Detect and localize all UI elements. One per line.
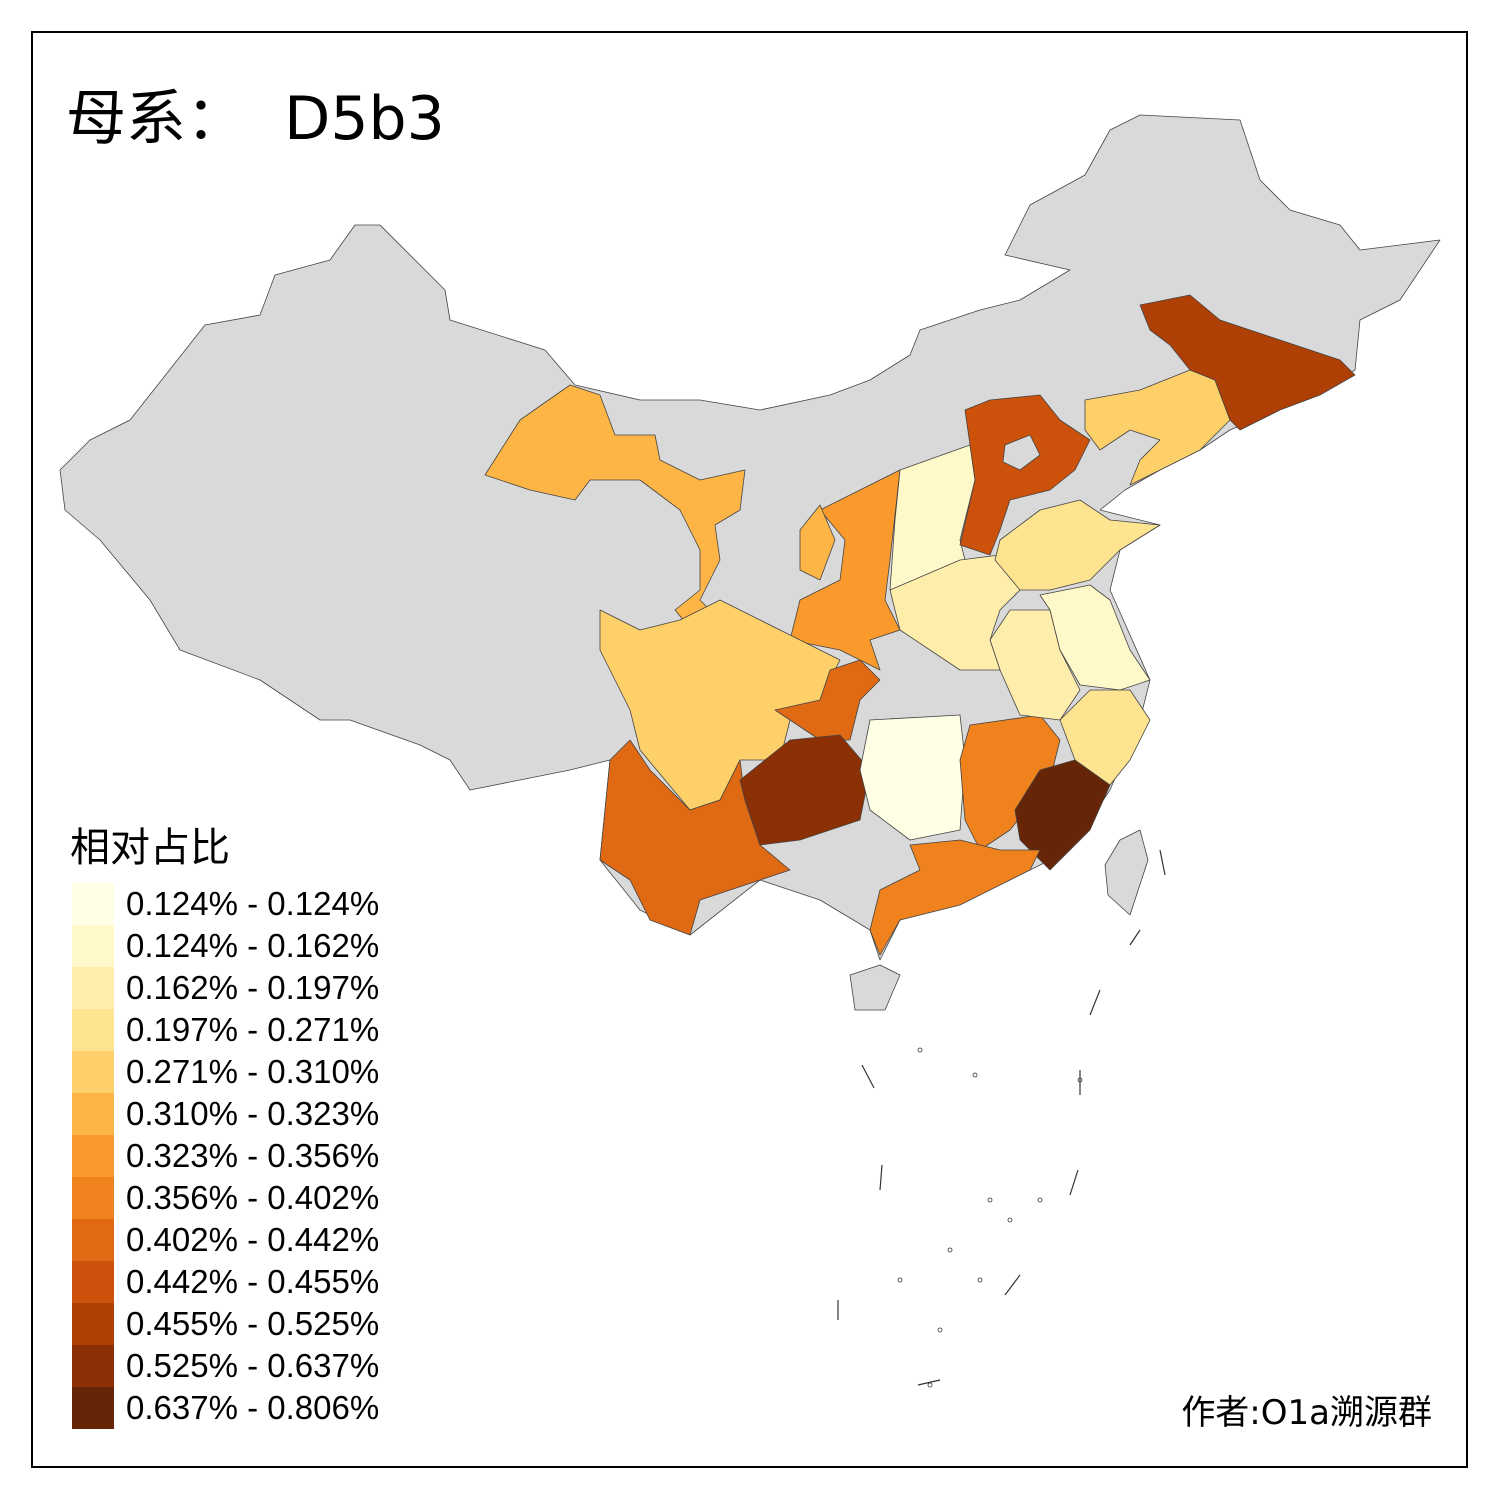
island-mark bbox=[987, 1197, 993, 1203]
legend-item: 0.310% - 0.323% bbox=[72, 1093, 379, 1135]
boundary-dash bbox=[1069, 1169, 1079, 1196]
legend-label: 0.323% - 0.356% bbox=[126, 1137, 380, 1174]
province-henan bbox=[889, 554, 1021, 671]
legend-label: 0.124% - 0.124% bbox=[126, 885, 380, 922]
island-mark bbox=[897, 1277, 903, 1283]
legend-label: 0.310% - 0.323% bbox=[126, 1095, 380, 1132]
province-guizhou bbox=[739, 734, 871, 846]
island-mark bbox=[927, 1382, 933, 1388]
legend-swatch bbox=[72, 1303, 114, 1345]
legend-item: 0.637% - 0.806% bbox=[72, 1387, 379, 1429]
province-hebei bbox=[959, 394, 1091, 556]
province-jiangxi bbox=[959, 714, 1061, 851]
legend-swatch bbox=[72, 1177, 114, 1219]
boundary-dash bbox=[1004, 1274, 1021, 1296]
legend-swatch bbox=[72, 925, 114, 967]
province-hainan bbox=[849, 964, 901, 1011]
province-beijing bbox=[1002, 434, 1041, 471]
province-jilin bbox=[1139, 294, 1356, 431]
legend-label: 0.402% - 0.442% bbox=[126, 1221, 380, 1258]
legend-swatch bbox=[72, 1219, 114, 1261]
island-mark bbox=[1037, 1197, 1043, 1203]
legend-item: 0.455% - 0.525% bbox=[72, 1303, 379, 1345]
legend-swatch bbox=[72, 1261, 114, 1303]
legend-item: 0.442% - 0.455% bbox=[72, 1261, 379, 1303]
legend-swatch bbox=[72, 1093, 114, 1135]
legend-label: 0.124% - 0.162% bbox=[126, 927, 380, 964]
province-shandong bbox=[994, 499, 1161, 591]
legend-item: 0.323% - 0.356% bbox=[72, 1135, 379, 1177]
legend-swatch bbox=[72, 967, 114, 1009]
legend-item: 0.124% - 0.162% bbox=[72, 925, 379, 967]
island-mark bbox=[1007, 1217, 1013, 1223]
province-guangdong bbox=[869, 839, 1041, 956]
author-credit: 作者:O1a溯源群 bbox=[1181, 1393, 1432, 1433]
legend-item: 0.356% - 0.402% bbox=[72, 1177, 379, 1219]
island-mark bbox=[937, 1327, 943, 1333]
legend-swatch bbox=[72, 1345, 114, 1387]
province-hunan bbox=[859, 714, 966, 841]
province-ningxia bbox=[799, 504, 836, 581]
legend-label: 0.197% - 0.271% bbox=[126, 1011, 380, 1048]
legend-label: 0.455% - 0.525% bbox=[126, 1305, 380, 1342]
boundary-dash bbox=[861, 1064, 875, 1089]
legend-item: 0.162% - 0.197% bbox=[72, 967, 379, 1009]
island-mark bbox=[917, 1047, 923, 1053]
legend-label: 0.271% - 0.310% bbox=[126, 1053, 380, 1090]
legend-label: 0.356% - 0.402% bbox=[126, 1179, 380, 1216]
island-mark bbox=[972, 1072, 978, 1078]
legend: 0.124% - 0.124% 0.124% - 0.162% 0.162% - 0… bbox=[72, 883, 379, 1429]
province-jiangsu bbox=[1039, 584, 1151, 691]
legend-item: 0.197% - 0.271% bbox=[72, 1009, 379, 1051]
legend-swatch bbox=[72, 883, 114, 925]
legend-label: 0.162% - 0.197% bbox=[126, 969, 380, 1006]
boundary-dash bbox=[879, 1164, 883, 1191]
legend-swatch bbox=[72, 1009, 114, 1051]
boundary-dash bbox=[1089, 989, 1101, 1016]
legend-item: 0.402% - 0.442% bbox=[72, 1219, 379, 1261]
province-zhejiang bbox=[1059, 689, 1151, 786]
legend-title: 相对占比 bbox=[70, 825, 230, 871]
legend-swatch bbox=[72, 1135, 114, 1177]
plot-frame bbox=[31, 31, 1468, 1468]
legend-item: 0.525% - 0.637% bbox=[72, 1345, 379, 1387]
boundary-dash bbox=[917, 1379, 941, 1386]
island-mark bbox=[977, 1277, 983, 1283]
island-mark bbox=[947, 1247, 953, 1253]
province-taiwan bbox=[1104, 829, 1149, 916]
province-anhui bbox=[989, 609, 1081, 721]
province-gansu bbox=[484, 384, 746, 641]
legend-item: 0.124% - 0.124% bbox=[72, 883, 379, 925]
legend-swatch bbox=[72, 1051, 114, 1093]
boundary-dash bbox=[1129, 929, 1141, 946]
legend-label: 0.637% - 0.806% bbox=[126, 1389, 380, 1426]
map-title: 母系： D5b3 bbox=[66, 84, 445, 154]
legend-item: 0.271% - 0.310% bbox=[72, 1051, 379, 1093]
legend-label: 0.525% - 0.637% bbox=[126, 1347, 380, 1384]
legend-swatch bbox=[72, 1387, 114, 1429]
boundary-dash bbox=[1159, 849, 1166, 876]
legend-label: 0.442% - 0.455% bbox=[126, 1263, 380, 1300]
